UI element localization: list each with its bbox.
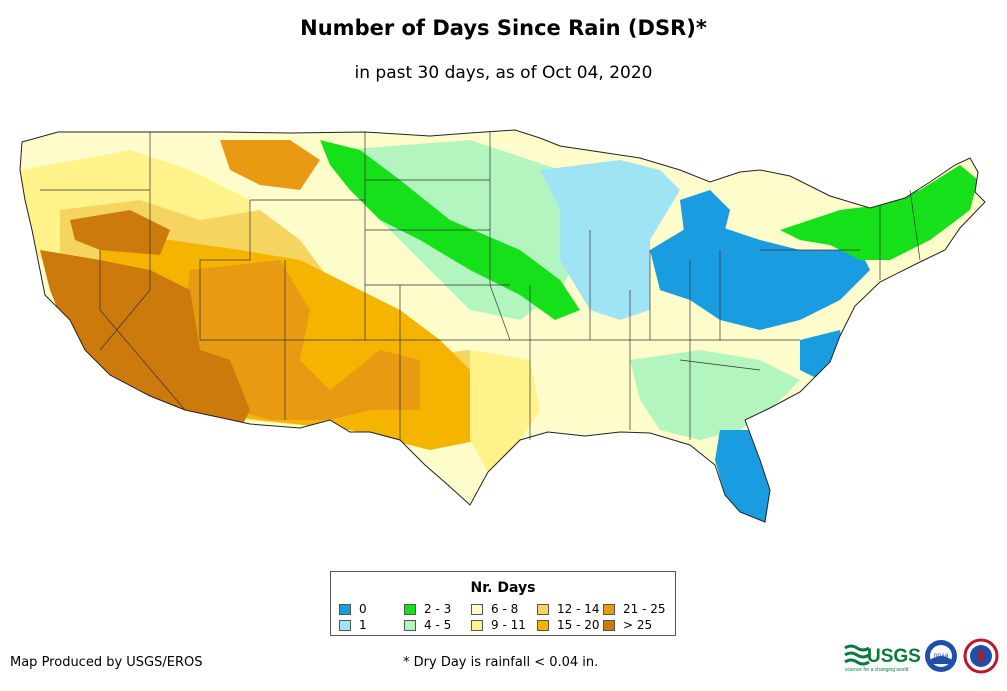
legend-swatch <box>603 619 615 631</box>
usgs-tagline: science for a changing world <box>845 667 909 673</box>
noaa-logo: noaa <box>925 640 957 672</box>
dsr-region-michigan-0 <box>680 190 730 260</box>
legend-item: 4 - 5 <box>404 618 451 632</box>
legend-label: 21 - 25 <box>623 602 666 616</box>
legend-label: > 25 <box>623 618 653 632</box>
legend-swatch <box>339 603 351 615</box>
dsr-map <box>19 129 986 523</box>
map-legend: Nr. Days 0 1 2 - 3 4 - 5 6 - 8 9 - 11 12… <box>330 571 676 636</box>
legend-swatch <box>471 619 483 631</box>
state-borders <box>40 132 921 440</box>
dsr-region-sw-over-25 <box>40 250 250 430</box>
map-footnote: * Dry Day is rainfall < 0.04 in. <box>403 655 599 670</box>
usgs-logo: USGS science for a changing world <box>844 644 921 673</box>
legend-swatch <box>537 603 549 615</box>
map-credit: Map Produced by USGS/EROS <box>10 655 203 670</box>
legend-title: Nr. Days <box>470 580 536 596</box>
legend-item: 6 - 8 <box>471 602 518 616</box>
legend-item: 9 - 11 <box>471 618 526 632</box>
legend-swatch <box>603 603 615 615</box>
legend-label: 9 - 11 <box>491 618 526 632</box>
legend-item: 1 <box>339 618 367 632</box>
agency-logos: USGS science for a changing world noaa <box>844 638 999 674</box>
dsr-region-nw-over-25 <box>70 210 170 255</box>
legend-item: 2 - 3 <box>404 602 451 616</box>
legend-item: 0 <box>339 602 367 616</box>
legend-swatch <box>471 603 483 615</box>
map-subtitle: in past 30 days, as of Oct 04, 2020 <box>354 63 653 83</box>
legend-label: 15 - 20 <box>557 618 600 632</box>
legend-label: 0 <box>359 602 367 616</box>
legend-label: 1 <box>359 618 367 632</box>
legend-item: 12 - 14 <box>537 602 600 616</box>
dsr-region-northeast-2-3 <box>780 165 978 260</box>
usgs-logo-text: USGS <box>867 646 921 667</box>
map-title: Number of Days Since Rain (DSR)* <box>300 16 707 40</box>
dsr-region-midwest-1 <box>540 160 680 320</box>
legend-item: 21 - 25 <box>603 602 666 616</box>
dsr-region-texas-east-9-11 <box>470 350 540 472</box>
dsr-region-florida-0 <box>715 430 770 522</box>
legend-item: > 25 <box>603 618 652 632</box>
legend-swatch <box>404 619 416 631</box>
legend-item: 15 - 20 <box>537 618 600 632</box>
nws-logo <box>963 638 999 674</box>
legend-swatch <box>537 619 549 631</box>
noaa-logo-text: noaa <box>934 652 949 659</box>
legend-label: 2 - 3 <box>424 602 452 616</box>
legend-swatch <box>339 619 351 631</box>
dsr-region-montana-21-25 <box>220 140 320 190</box>
us-outline <box>19 129 986 523</box>
legend-label: 4 - 5 <box>424 618 452 632</box>
legend-swatch <box>404 603 416 615</box>
legend-label: 6 - 8 <box>491 602 519 616</box>
legend-label: 12 - 14 <box>557 602 600 616</box>
